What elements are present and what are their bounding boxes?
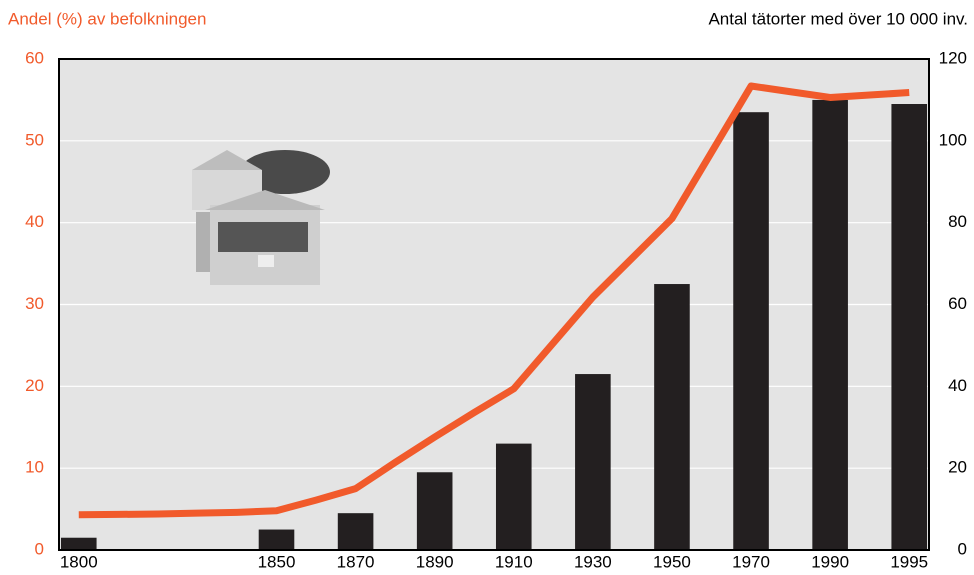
chart: Andel (%) av befolkningen Antal tätorter… (0, 0, 974, 575)
x-tick-label: 1990 (811, 552, 849, 571)
x-tick-label: 1970 (732, 552, 770, 571)
y2-tick-label: 120 (939, 48, 967, 67)
x-tick-label: 1870 (337, 552, 375, 571)
bar (259, 530, 295, 550)
bar (812, 100, 848, 550)
bar (338, 513, 374, 550)
x-tick-label: 1850 (258, 552, 296, 571)
x-tick-label: 1910 (495, 552, 533, 571)
y2-tick-label: 100 (939, 130, 967, 149)
bar (733, 112, 769, 550)
x-tick-label: 1930 (574, 552, 612, 571)
y2-tick-label: 60 (948, 294, 967, 313)
x-tick-label: 1890 (416, 552, 454, 571)
x-tick-label: 1995 (890, 552, 928, 571)
y-tick-label: 10 (25, 458, 44, 477)
x-tick-label: 1800 (60, 552, 98, 571)
bar (654, 284, 690, 550)
y-tick-label: 20 (25, 376, 44, 395)
y-tick-label: 60 (25, 48, 44, 67)
y2-axis-title: Antal tätorter med över 10 000 inv. (708, 9, 968, 28)
bar (61, 538, 97, 550)
y2-tick-label: 40 (948, 376, 967, 395)
illustration (192, 150, 330, 285)
x-tick-label: 1950 (653, 552, 691, 571)
y2-tick-label: 0 (958, 539, 967, 558)
bar (891, 104, 927, 550)
bar (417, 472, 453, 550)
bar (575, 374, 611, 550)
y-axis-title: Andel (%) av befolkningen (8, 9, 206, 28)
y-tick-label: 40 (25, 212, 44, 231)
y-tick-label: 30 (25, 294, 44, 313)
y-tick-label: 0 (35, 539, 44, 558)
y2-tick-label: 20 (948, 458, 967, 477)
bar (496, 444, 532, 550)
y2-tick-label: 80 (948, 212, 967, 231)
y-tick-label: 50 (25, 130, 44, 149)
